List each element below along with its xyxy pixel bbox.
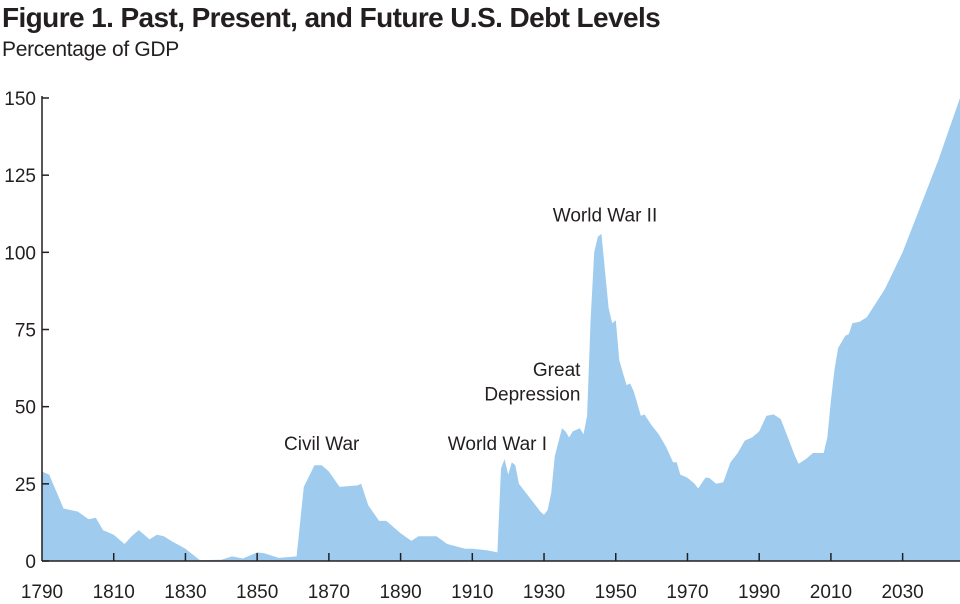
y-tick-label: 100 (4, 243, 36, 264)
x-tick-label: 1890 (379, 582, 421, 603)
y-tick-label: 25 (15, 475, 36, 496)
x-tick-label: 1850 (236, 582, 278, 603)
y-tick-label: 150 (4, 89, 36, 110)
annotation-label: Great (533, 360, 581, 381)
x-tick-label: 1950 (595, 582, 637, 603)
y-tick-label: 75 (15, 321, 36, 342)
x-tick-label: 1930 (523, 582, 565, 603)
x-tick-label: 1810 (93, 582, 135, 603)
x-tick-label: 1870 (308, 582, 350, 603)
annotation-label: Depression (484, 384, 580, 405)
x-tick-label: 2010 (810, 582, 852, 603)
chart-title: Figure 1. Past, Present, and Future U.S.… (2, 2, 661, 33)
y-tick-label: 125 (4, 166, 36, 187)
y-tick-label: 50 (15, 398, 36, 419)
chart-subtitle: Percentage of GDP (2, 38, 179, 61)
x-tick-label: 1910 (451, 582, 493, 603)
y-tick-label: 0 (25, 552, 36, 573)
annotation-label: World War I (448, 434, 547, 455)
x-tick-label: 2030 (881, 582, 923, 603)
debt-area-series (42, 98, 960, 561)
x-tick-label: 1790 (21, 582, 63, 603)
x-tick-label: 1830 (164, 582, 206, 603)
x-tick-label: 1970 (666, 582, 708, 603)
annotation-label: Civil War (284, 434, 360, 455)
x-tick-label: 1990 (738, 582, 780, 603)
annotation-label: World War II (553, 205, 658, 226)
